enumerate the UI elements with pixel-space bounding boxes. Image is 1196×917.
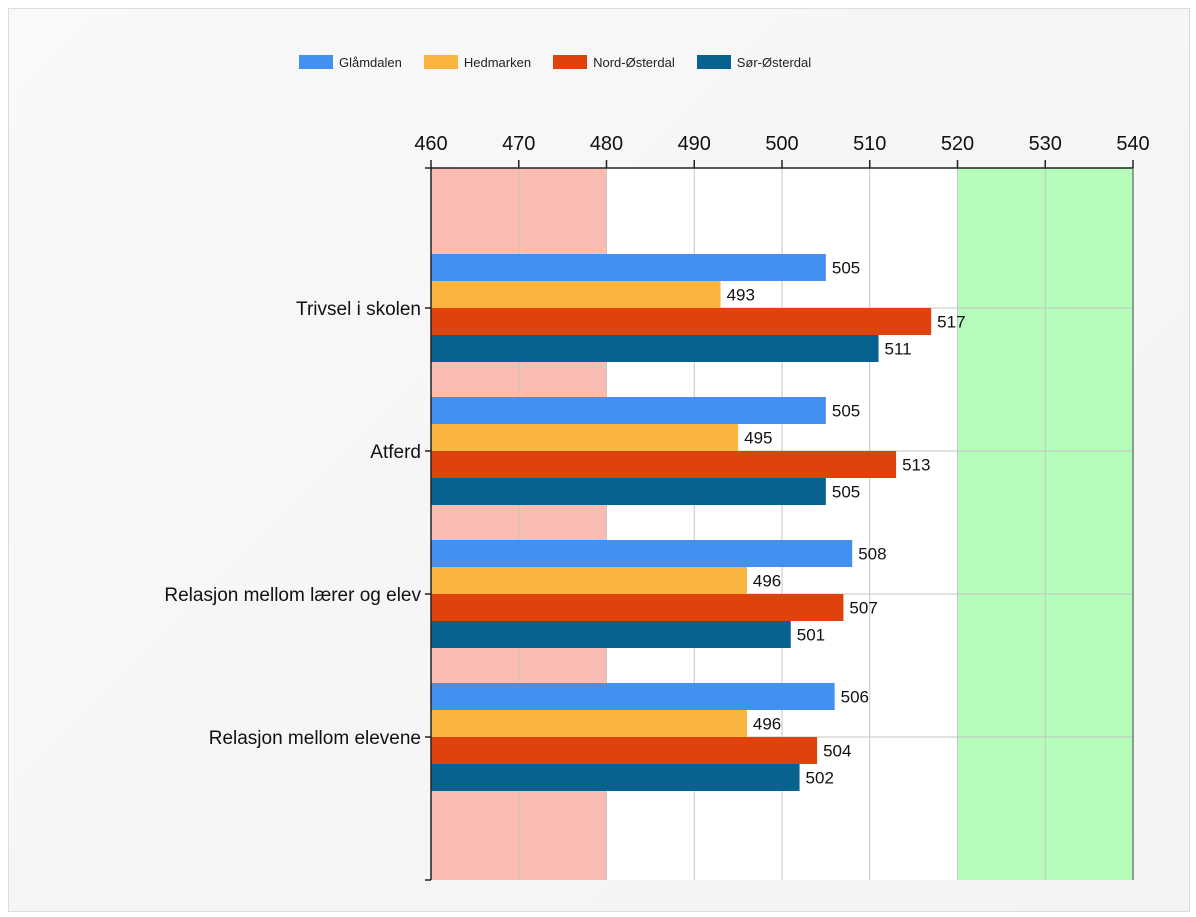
data-label: 506 (841, 688, 869, 707)
bar (431, 764, 800, 791)
x-tick-label: 490 (678, 133, 711, 155)
bar (431, 567, 747, 594)
data-label: 504 (823, 742, 851, 761)
bar (431, 710, 747, 737)
data-label: 505 (832, 402, 860, 421)
bar (431, 621, 791, 648)
legend-label: Glåmdalen (339, 54, 402, 70)
data-label: 496 (753, 572, 781, 591)
data-label: 505 (832, 483, 860, 502)
bar (431, 478, 826, 505)
legend-label: Nord-Østerdal (593, 54, 675, 70)
x-tick-label: 540 (1116, 133, 1149, 155)
legend-item-sor-osterdal: Sør-Østerdal (696, 54, 812, 70)
x-tick-label: 470 (502, 133, 535, 155)
bar (431, 737, 818, 764)
legend-item-nord-osterdal: Nord-Østerdal (553, 55, 675, 70)
x-tick-label: 520 (941, 133, 974, 155)
bar (431, 308, 932, 335)
bar (431, 451, 897, 478)
data-label: 517 (937, 313, 965, 332)
category-label: Relasjon mellom elevene (209, 728, 421, 749)
bar (431, 594, 844, 621)
data-label: 508 (858, 545, 886, 564)
bar (431, 335, 879, 362)
bar (431, 540, 853, 567)
legend: Glåmdalen Hedmarken Nord-Østerdal Sør-Øs… (299, 47, 833, 77)
bar (431, 254, 826, 281)
category-label: Relasjon mellom lærer og elev (164, 585, 421, 606)
legend-swatch (423, 55, 458, 69)
x-tick-label: 460 (414, 133, 447, 155)
category-label: Atferd (370, 442, 421, 463)
data-label: 495 (744, 429, 772, 448)
data-label: 513 (902, 456, 930, 475)
bar (431, 683, 835, 710)
x-tick-label: 480 (590, 133, 623, 155)
legend-item-glamdalen: Glåmdalen (299, 55, 402, 70)
legend-label: Hedmarken (463, 54, 532, 70)
bar (431, 397, 826, 424)
data-label: 496 (753, 715, 781, 734)
legend-swatch (553, 55, 588, 69)
data-label: 511 (885, 340, 912, 359)
legend-swatch (299, 55, 333, 69)
legend-swatch (696, 55, 731, 69)
x-tick-label: 500 (765, 133, 798, 155)
data-label: 493 (727, 286, 755, 305)
x-tick-label: 510 (853, 133, 886, 155)
x-tick-label: 530 (1029, 133, 1062, 155)
data-label: 507 (849, 599, 877, 618)
data-label: 505 (832, 259, 860, 278)
data-label: 501 (797, 626, 825, 645)
legend-item-hedmarken: Hedmarken (423, 54, 532, 70)
bar (431, 424, 739, 451)
legend-label: Sør-Østerdal (736, 54, 812, 70)
data-label: 502 (806, 769, 834, 788)
category-label: Trivsel i skolen (296, 299, 421, 320)
bar (431, 281, 721, 308)
